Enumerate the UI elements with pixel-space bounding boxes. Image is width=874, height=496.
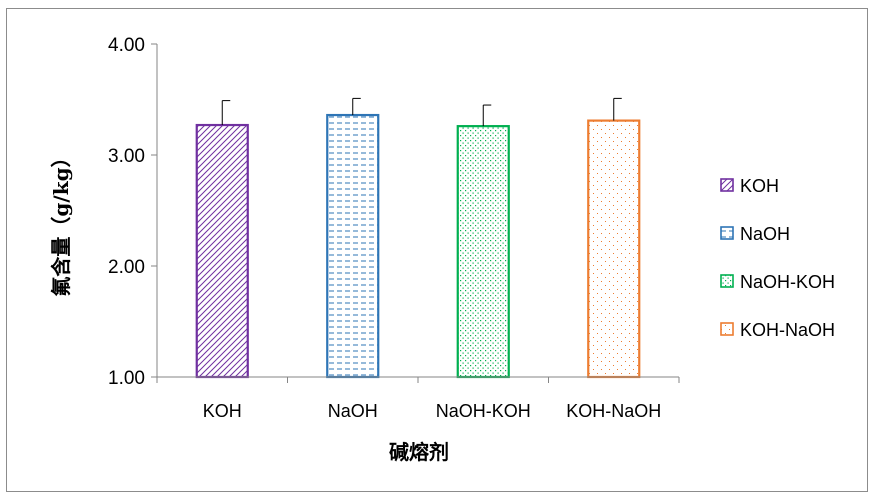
y-tick-label: 1.00 xyxy=(108,368,145,389)
legend: KOH NaOH NaOH-KOH KOH-NaOH xyxy=(720,176,835,340)
chart-frame xyxy=(6,8,868,492)
x-category-label: NaOH-KOH xyxy=(436,401,531,421)
bar-koh xyxy=(195,123,249,379)
legend-swatch xyxy=(720,178,734,192)
y-tick-label: 4.00 xyxy=(108,35,145,56)
legend-label: NaOH-KOH xyxy=(740,272,835,292)
x-category-label: NaOH xyxy=(328,401,378,421)
y-axis-title: 氟含量（g/kg） xyxy=(49,147,73,296)
bar-naoh-koh xyxy=(456,125,510,379)
x-axis-title: 碱熔剂 xyxy=(389,440,449,464)
bars-layer xyxy=(195,97,641,379)
y-tick-label: 3.00 xyxy=(108,146,145,167)
x-category-label: KOH-NaOH xyxy=(566,401,661,421)
axes-layer: 1.00 2.00 3.00 4.00 KOH NaOH NaOH-KOH KOH-NaOH xyxy=(108,35,680,421)
legend-swatch xyxy=(720,274,734,288)
bar-naoh xyxy=(326,113,380,379)
y-tick-label: 2.00 xyxy=(108,257,145,278)
legend-swatch xyxy=(720,322,734,336)
legend-swatch xyxy=(720,226,734,240)
legend-label: KOH-NaOH xyxy=(740,320,835,340)
legend-label: KOH xyxy=(740,176,779,196)
legend-label: NaOH xyxy=(740,224,790,244)
x-category-label: KOH xyxy=(203,401,242,421)
bar-koh-naoh xyxy=(587,119,641,379)
